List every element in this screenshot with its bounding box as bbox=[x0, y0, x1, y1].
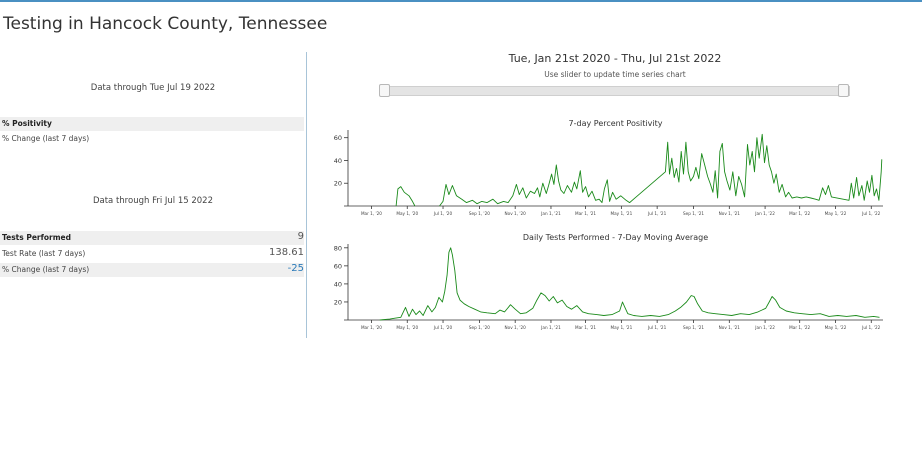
tests-performed-row: Tests Performed 9 bbox=[0, 231, 304, 245]
chart-0-ytick-label-0: 20 bbox=[334, 180, 342, 188]
chart-1-xtick-label-2: Jul 1, '20 bbox=[433, 325, 453, 330]
tests-change-row: % Change (last 7 days) -25 bbox=[0, 263, 304, 277]
chart-0-xtick-label-1: May 1, '20 bbox=[396, 211, 418, 216]
tests-as-of: Data through Fri Jul 15 2022 bbox=[92, 196, 214, 206]
time-range-slider[interactable] bbox=[384, 86, 850, 96]
positivity-row: % Positivity bbox=[0, 117, 304, 131]
time-range-label: Tue, Jan 21st 2020 - Thu, Jul 21st 2022 bbox=[508, 52, 722, 65]
chart-0-xtick-label-10: Nov 1, '21 bbox=[719, 211, 741, 216]
chart-1-series-0-segment-1 bbox=[379, 247, 880, 321]
chart-1-ytick-label-3: 80 bbox=[334, 244, 342, 252]
chart-1-xtick-label-11: Jan 1, '22 bbox=[754, 325, 775, 330]
chart-0-xtick-label-0: Mar 1, '20 bbox=[361, 211, 382, 216]
chart-0-xtick-label-4: Nov 1, '20 bbox=[505, 211, 527, 216]
positivity-label: % Positivity bbox=[2, 119, 52, 128]
tests-performed-value: 9 bbox=[297, 231, 304, 242]
tests-change-label: % Change (last 7 days) bbox=[2, 265, 90, 274]
chart-0-xtick-label-9: Sep 1, '21 bbox=[683, 211, 704, 216]
chart-1-xtick-label-0: Mar 1, '20 bbox=[361, 325, 382, 330]
chart-1-xtick-label-7: May 1, '21 bbox=[610, 325, 632, 330]
page-title: Testing in Hancock County, Tennessee bbox=[3, 14, 328, 34]
chart-1-ytick-label-0: 20 bbox=[334, 298, 342, 306]
tests-change-value: -25 bbox=[287, 263, 304, 274]
positivity-change-label: % Change (last 7 days) bbox=[2, 134, 90, 143]
chart-0-xtick-label-12: Mar 1, '22 bbox=[789, 211, 810, 216]
chart-1-title: Daily Tests Performed - 7-Day Moving Ave… bbox=[523, 233, 708, 242]
chart-0-series-0-segment-1 bbox=[439, 133, 883, 207]
chart-1-xtick-label-1: May 1, '20 bbox=[396, 325, 418, 330]
chart-1-xtick-label-4: Nov 1, '20 bbox=[505, 325, 527, 330]
chart-1-xtick-label-6: Mar 1, '21 bbox=[575, 325, 596, 330]
chart-0-xtick-label-3: Sep 1, '20 bbox=[469, 211, 490, 216]
positivity-change-row: % Change (last 7 days) bbox=[0, 132, 304, 146]
chart-0-xtick-label-6: Mar 1, '21 bbox=[575, 211, 596, 216]
chart-0-ytick-label-2: 60 bbox=[334, 134, 342, 142]
chart-0-xtick-label-14: Jul 1, '22 bbox=[861, 211, 881, 216]
chart-1-xtick-label-14: Jul 1, '22 bbox=[861, 325, 881, 330]
summary-panel: Data through Tue Jul 19 2022 % Positivit… bbox=[0, 52, 307, 338]
chart-0-xtick-label-8: Jul 1, '21 bbox=[647, 211, 667, 216]
test-rate-value: 138.61 bbox=[269, 247, 304, 258]
top-accent-bar bbox=[0, 0, 922, 2]
chart-0-xtick-label-2: Jul 1, '20 bbox=[433, 211, 453, 216]
slider-end-handle[interactable] bbox=[838, 84, 849, 97]
chart-1-xtick-label-13: May 1, '22 bbox=[825, 325, 847, 330]
positivity-chart: 7-day Percent Positivity 20 40 60 Mar 1, '20… bbox=[334, 119, 883, 216]
tests-chart: Daily Tests Performed - 7-Day Moving Ave… bbox=[334, 233, 883, 330]
test-rate-row: Test Rate (last 7 days) 138.61 bbox=[0, 247, 304, 261]
chart-1-xtick-label-10: Nov 1, '21 bbox=[719, 325, 741, 330]
chart-1-xtick-label-3: Sep 1, '20 bbox=[469, 325, 490, 330]
chart-1-ytick-label-2: 60 bbox=[334, 262, 342, 270]
chart-0-title: 7-day Percent Positivity bbox=[569, 119, 663, 128]
chart-0-xtick-label-11: Jan 1, '22 bbox=[754, 211, 775, 216]
chart-0-xtick-label-5: Jan 1, '21 bbox=[540, 211, 561, 216]
chart-0-series-0-segment-0 bbox=[395, 186, 416, 207]
positivity-as-of: Data through Tue Jul 19 2022 bbox=[90, 83, 216, 93]
slider-start-handle[interactable] bbox=[379, 84, 390, 97]
chart-1-xtick-label-9: Sep 1, '21 bbox=[683, 325, 704, 330]
chart-0-xtick-label-7: May 1, '21 bbox=[610, 211, 632, 216]
chart-0-ytick-label-1: 40 bbox=[334, 157, 342, 165]
chart-1-ytick-label-1: 40 bbox=[334, 280, 342, 288]
test-rate-label: Test Rate (last 7 days) bbox=[2, 249, 86, 258]
chart-1-xtick-label-5: Jan 1, '21 bbox=[540, 325, 561, 330]
chart-1-xtick-label-8: Jul 1, '21 bbox=[647, 325, 667, 330]
tests-performed-label: Tests Performed bbox=[2, 233, 71, 242]
chart-1-xtick-label-12: Mar 1, '22 bbox=[789, 325, 810, 330]
chart-0-xtick-label-13: May 1, '22 bbox=[825, 211, 847, 216]
slider-hint: Use slider to update time series chart bbox=[544, 70, 686, 79]
